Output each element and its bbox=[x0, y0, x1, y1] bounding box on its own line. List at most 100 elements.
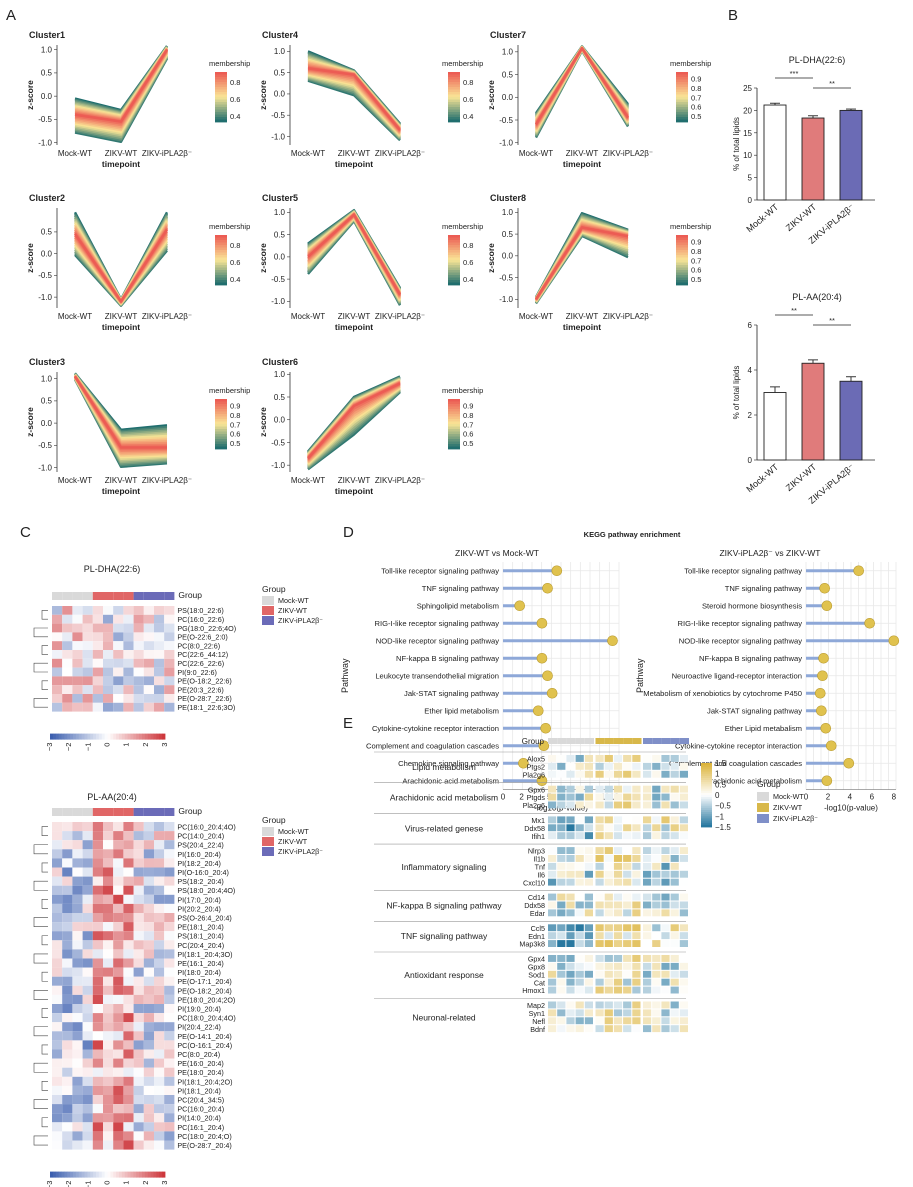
legend-title: Group bbox=[757, 779, 781, 789]
group-bar-cell bbox=[52, 808, 63, 816]
scale-step bbox=[701, 818, 712, 821]
heatmap-cell bbox=[143, 985, 154, 995]
lollipop-dot bbox=[538, 740, 550, 752]
heatmap-cell bbox=[595, 824, 604, 832]
legend-swatch bbox=[757, 792, 769, 801]
legend-color-step bbox=[448, 446, 460, 450]
heatmap-cell bbox=[661, 847, 670, 854]
heatmap-cell bbox=[123, 822, 134, 832]
legend-swatch bbox=[262, 606, 274, 615]
gene-category: NF-kappa B signaling pathwayCd14Ddx58Eda… bbox=[374, 890, 688, 918]
heatmap-cell bbox=[72, 958, 83, 968]
legend-color-step bbox=[215, 252, 227, 256]
legend-color-step bbox=[215, 112, 227, 115]
heatmap-cell bbox=[133, 994, 144, 1004]
group-bar-cell bbox=[143, 808, 154, 816]
heatmap-cell bbox=[623, 801, 632, 809]
cluster-title: Cluster7 bbox=[490, 30, 526, 40]
scale-step bbox=[124, 1171, 129, 1178]
y-tick-label: 1.0 bbox=[41, 374, 53, 383]
scale-step bbox=[81, 733, 85, 740]
heatmap-cell bbox=[548, 785, 557, 793]
heatmap-cell bbox=[82, 958, 93, 968]
heatmap-cell bbox=[613, 816, 623, 824]
x-axis-label: timepoint bbox=[335, 322, 373, 332]
heatmap-cell bbox=[72, 1113, 83, 1123]
heatmap-cell bbox=[604, 816, 613, 824]
heatmap-cell bbox=[82, 894, 93, 904]
legend-color-step bbox=[448, 439, 460, 442]
panel-label-b: B bbox=[728, 7, 738, 24]
heatmap-cell bbox=[123, 940, 134, 950]
legend-color-step bbox=[215, 102, 227, 105]
heatmap-cell bbox=[154, 614, 165, 624]
lollipop-dot bbox=[607, 635, 618, 647]
heatmap-cell bbox=[632, 801, 641, 809]
heatmap-cell bbox=[164, 1113, 175, 1123]
heatmap-cell bbox=[584, 1001, 593, 1009]
heatmap-cell bbox=[575, 801, 584, 809]
heatmap-cell bbox=[113, 667, 124, 677]
legend-color-step bbox=[676, 107, 688, 110]
heatmap-cell bbox=[123, 1104, 134, 1114]
legend-color-step bbox=[676, 280, 688, 283]
heatmap-cell bbox=[164, 913, 175, 923]
heatmap-cell bbox=[557, 816, 566, 824]
y-tick-label: -1.0 bbox=[271, 132, 285, 141]
bar bbox=[839, 109, 863, 201]
y-tick-label: 0.5 bbox=[502, 230, 514, 239]
legend-color-step bbox=[215, 250, 227, 253]
heatmap-cell bbox=[164, 849, 175, 859]
legend-color-step bbox=[215, 446, 227, 450]
scale-step bbox=[701, 797, 712, 800]
category-label: Lipid metabolism bbox=[412, 762, 476, 772]
heatmap-cell bbox=[103, 840, 114, 850]
pathway-label: TNF signaling pathway bbox=[725, 584, 802, 593]
heatmap-cell bbox=[623, 962, 632, 970]
heatmap-cell bbox=[566, 940, 575, 947]
heatmap-cell bbox=[62, 976, 73, 986]
heatmap-cell bbox=[154, 1067, 165, 1077]
heatmap-cell bbox=[632, 878, 641, 886]
heatmap-cell bbox=[557, 1009, 566, 1017]
row-label: PI(20:2_20:4) bbox=[177, 904, 221, 913]
heatmap-cell bbox=[92, 1022, 103, 1032]
legend-color-step bbox=[676, 99, 688, 103]
heatmap-cell bbox=[623, 978, 632, 986]
dendrogram-branch bbox=[41, 862, 48, 873]
heatmap-cell bbox=[679, 855, 688, 862]
legend-color-step bbox=[676, 260, 688, 263]
heatmap-cell bbox=[123, 1067, 134, 1077]
heatmap-cell bbox=[584, 870, 593, 878]
row-label: PI(18:0_20:4) bbox=[177, 968, 221, 977]
legend-color-step bbox=[676, 102, 688, 105]
heatmap-cell bbox=[613, 962, 623, 970]
kegg-panel: KEGG pathway enrichment ZIKV-WT vs Mock-… bbox=[340, 530, 900, 813]
heatmap-cell bbox=[82, 1085, 93, 1095]
legend-color-step bbox=[448, 441, 460, 445]
scale-step bbox=[90, 1171, 94, 1178]
x-axis-label: timepoint bbox=[563, 322, 601, 332]
heatmap-cell bbox=[103, 1104, 114, 1114]
lollipop-dot bbox=[821, 600, 833, 612]
heatmap-cell bbox=[52, 858, 63, 868]
x-tick-label: Mock-WT bbox=[58, 149, 92, 158]
heatmap-cell bbox=[595, 870, 604, 878]
heatmap-cell bbox=[72, 685, 83, 694]
gene-label: Edar bbox=[530, 909, 546, 918]
heatmap-cell bbox=[113, 958, 124, 968]
heatmap-cell bbox=[604, 924, 613, 932]
heatmap-cell bbox=[143, 858, 154, 868]
heatmap-cell bbox=[595, 832, 604, 840]
heatmap-cell bbox=[164, 922, 175, 932]
dendrogram-branch bbox=[33, 953, 48, 964]
gene-category: Inflammatory signalingNlrp3Il1bTnfIl6Cxc… bbox=[374, 843, 688, 887]
heatmap-cell bbox=[82, 1076, 93, 1086]
cluster-title: Cluster1 bbox=[29, 30, 65, 40]
legend-color-step bbox=[215, 99, 227, 103]
heatmap-cell bbox=[52, 840, 63, 850]
heatmap-cell bbox=[143, 1131, 154, 1141]
group-bar-cell bbox=[661, 738, 671, 744]
